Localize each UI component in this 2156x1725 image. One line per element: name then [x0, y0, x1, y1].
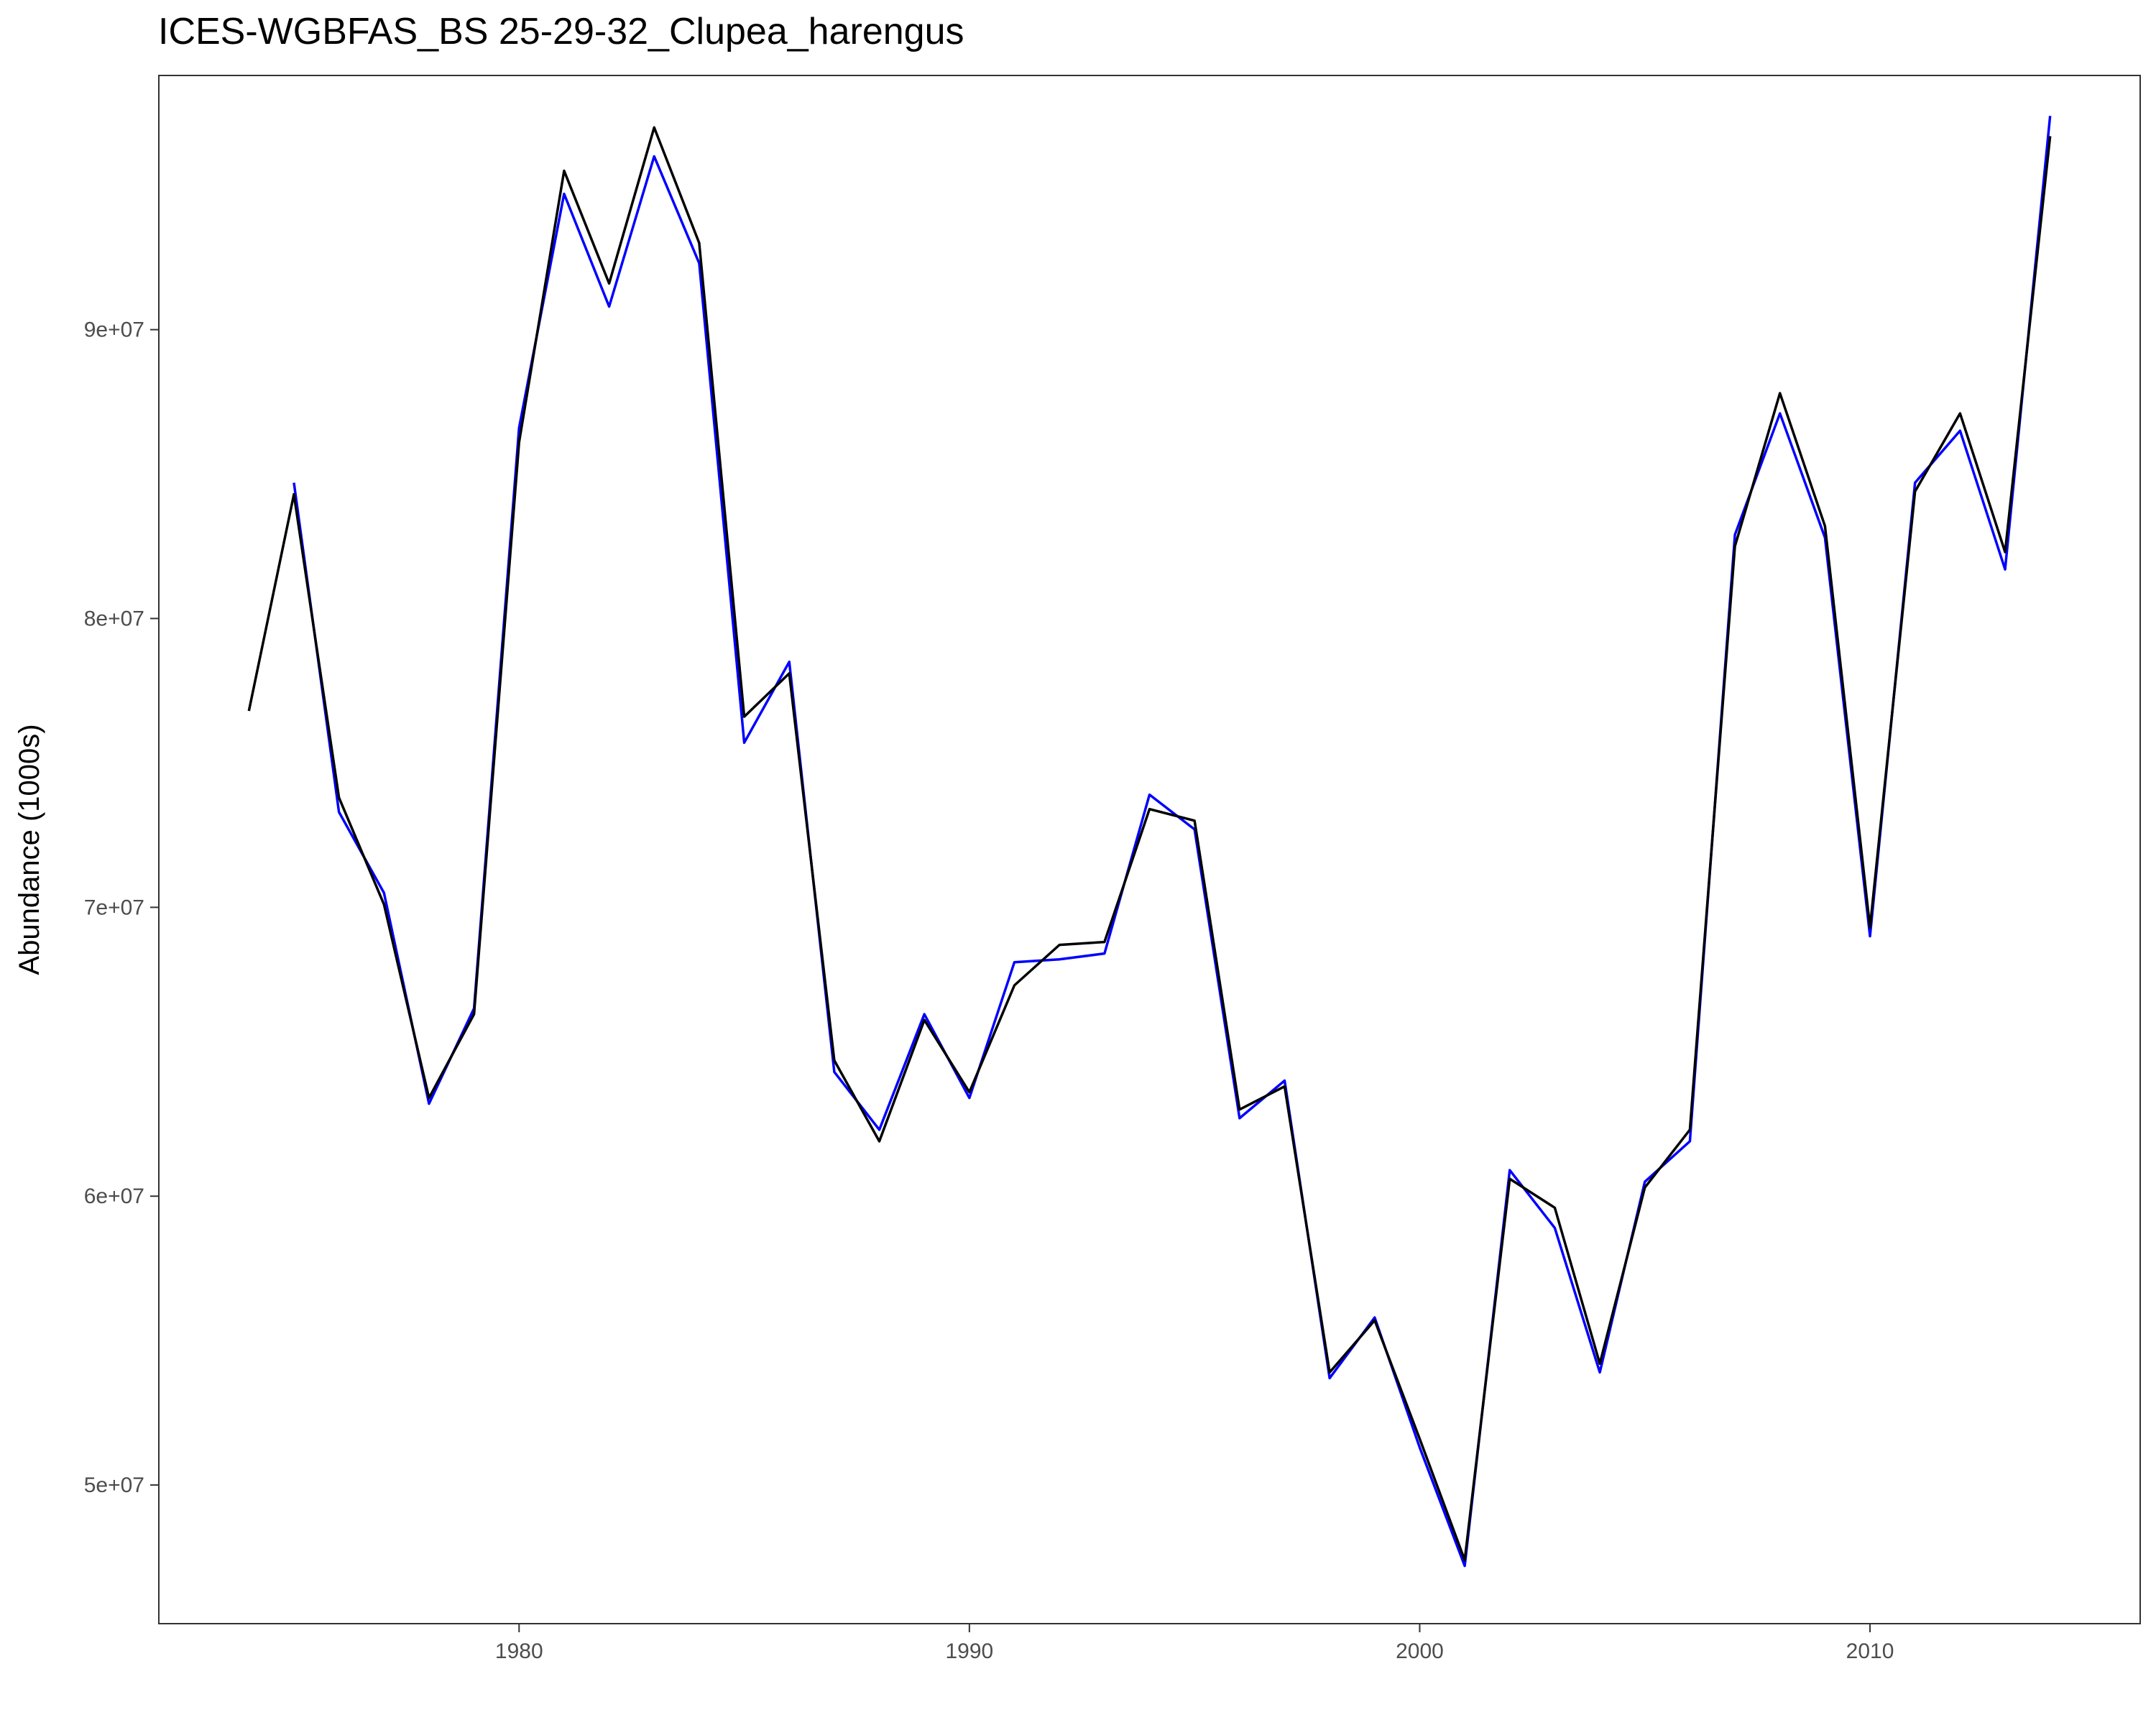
x-tick-label: 2000 — [1396, 1639, 1444, 1663]
axis-layer: 1980 1990 2000 2010 5e+07 6e+07 7e+07 8e+07 9e+0… — [84, 318, 1894, 1663]
x-tick-label: 2010 — [1846, 1639, 1894, 1663]
series-line-2 — [247, 126, 2052, 1562]
series-layer — [247, 116, 2052, 1568]
y-tick-label: 6e+07 — [84, 1184, 144, 1208]
y-tick-label: 9e+07 — [84, 318, 144, 342]
x-tick-label: 1990 — [945, 1639, 993, 1663]
y-tick-label: 7e+07 — [84, 896, 144, 919]
y-tick-label: 5e+07 — [84, 1473, 144, 1497]
x-tick-label: 1980 — [495, 1639, 543, 1663]
panel-border — [158, 75, 2141, 1624]
y-axis-label: Abundance (1000s) — [14, 724, 45, 975]
series-line-1 — [292, 116, 2052, 1568]
chart-title: ICES-WGBFAS_BS 25-29-32_Clupea_harengus — [158, 11, 964, 52]
y-tick-label: 8e+07 — [84, 607, 144, 631]
